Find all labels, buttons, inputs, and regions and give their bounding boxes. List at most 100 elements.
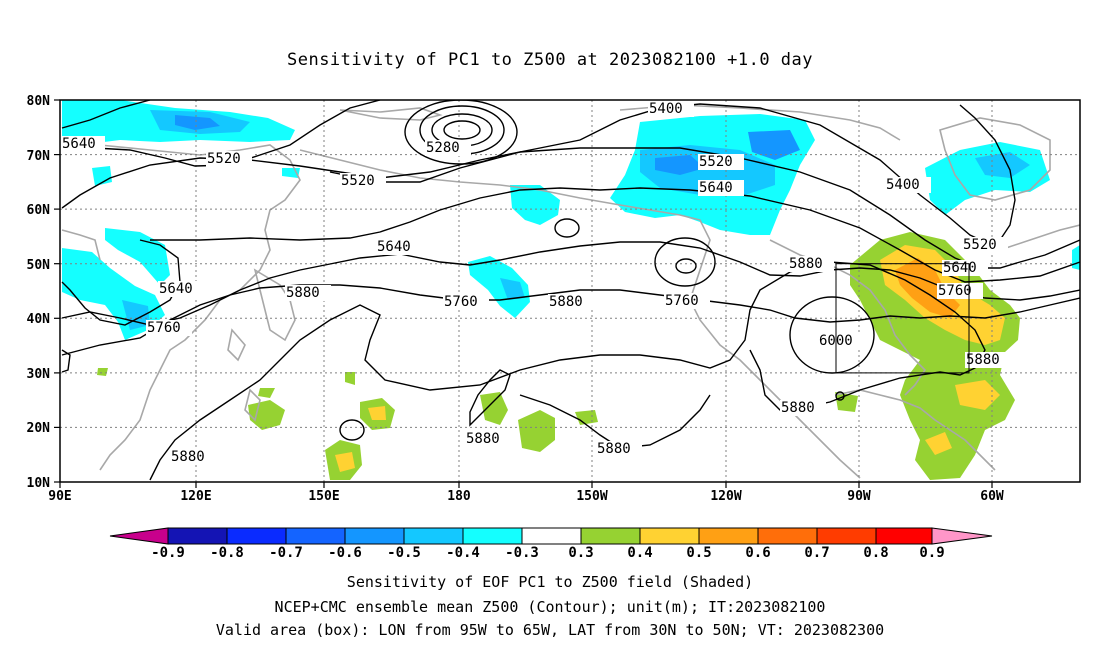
colorbar-label: 0.9: [919, 545, 944, 561]
colorbar-cell: [757, 527, 818, 545]
contour-label: 5640: [699, 180, 733, 196]
shade-green-trop7: [97, 368, 108, 376]
shade-cyan-greenland: [925, 142, 1050, 215]
shade-green-tw: [258, 388, 275, 398]
lat-tick-labels: 80N 70N 60N 50N 40N 30N 20N 10N: [27, 94, 51, 491]
contour-label: 5640: [943, 260, 977, 276]
colorbar-label: -0.6: [328, 545, 362, 561]
colorbar-cell: [698, 527, 759, 545]
lat-tick-label: 50N: [27, 258, 51, 273]
lon-tick-labels: 90E 120E 150E 180 150W 120W 90W 60W: [48, 489, 1004, 504]
contour-label: 5400: [649, 101, 683, 117]
contour-label: 5640: [62, 136, 96, 152]
shade-yellow-gulf: [955, 380, 1000, 410]
shade-cyan-east: [1072, 245, 1080, 270]
contour-label: 5880: [171, 449, 205, 465]
shade-yellow-trop3: [368, 406, 386, 420]
shade-cyan-nw2: [92, 166, 112, 186]
shade-blue-canada1: [655, 155, 705, 175]
colorbar-labels: -0.9 -0.8 -0.7 -0.6 -0.5 -0.4 -0.3 0.3 0…: [151, 545, 945, 561]
lat-tick-label: 30N: [27, 367, 51, 382]
colorbar-label: 0.4: [627, 545, 652, 561]
colorbar-label: -0.9: [151, 545, 185, 561]
footer-line-contour: NCEP+CMC ensemble mean Z500 (Contour); u…: [274, 598, 826, 616]
shade-orange-us: [895, 258, 960, 318]
shade-blue-nw: [175, 115, 220, 130]
colorbar-label: -0.7: [269, 545, 303, 561]
contour-label: 5760: [444, 294, 478, 310]
shade-green-trop5: [518, 410, 555, 452]
colorbar-cell: [639, 527, 700, 545]
shade-cyan-alaska: [510, 185, 560, 225]
lon-tick-label: 150E: [308, 489, 339, 504]
colorbar-label: 0.8: [863, 545, 888, 561]
lat-tick-label: 20N: [27, 421, 51, 436]
lat-tick-label: 80N: [27, 94, 51, 109]
colorbar-low-arrow: [109, 527, 169, 545]
contour-label: 5880: [286, 285, 320, 301]
map-title: Sensitivity of PC1 to Z500 at 2023082100…: [286, 50, 813, 70]
contour-label: 5520: [963, 237, 997, 253]
shade-sky-aleutian: [500, 278, 525, 300]
axis-ticks: [54, 99, 993, 488]
shade-green-trop4: [480, 392, 508, 425]
contour-label: 5760: [938, 283, 972, 299]
contour-label: 5400: [886, 177, 920, 193]
coastlines: [61, 104, 1080, 479]
colorbar-label: -0.5: [387, 545, 421, 561]
colorbar-cell: [580, 527, 641, 545]
colorbar-cell: [167, 527, 228, 545]
contour-label: 5880: [966, 352, 1000, 368]
contour-label: 5880: [549, 294, 583, 310]
shade-cyan-asia-mid: [105, 228, 170, 285]
colorbar-label: -0.4: [446, 545, 480, 561]
contour-label: 5640: [377, 239, 411, 255]
lat-tick-label: 60N: [27, 203, 51, 218]
colorbar-cell: [344, 527, 405, 545]
lon-tick-label: 180: [447, 489, 471, 504]
contour-label: 5640: [159, 281, 193, 297]
contour-label: 5760: [665, 293, 699, 309]
colorbar-cell: [403, 527, 464, 545]
shade-green-phil: [248, 400, 285, 430]
contour-label: 5520: [699, 154, 733, 170]
colorbar-cell: [285, 527, 346, 545]
colorbar-label: -0.3: [505, 545, 539, 561]
colorbar-cell: [226, 527, 287, 545]
colorbar-cell: [875, 527, 933, 545]
lat-tick-label: 70N: [27, 149, 51, 164]
colorbar-label: 0.3: [568, 545, 593, 561]
shade-sky-greenland: [975, 152, 1030, 178]
shade-yellow-trop1: [335, 452, 355, 472]
shade-blue-canada2: [748, 130, 800, 160]
shade-green-trop6: [575, 410, 598, 425]
lon-tick-label: 60W: [980, 489, 1004, 504]
colorbar: [109, 527, 993, 545]
lon-tick-label: 90W: [847, 489, 871, 504]
colorbar-cell: [816, 527, 877, 545]
colorbar-label: 0.6: [745, 545, 770, 561]
contour-label: 5880: [781, 400, 815, 416]
shade-cyan-aleutian: [468, 256, 530, 318]
footer-line-shading: Sensitivity of EOF PC1 to Z500 field (Sh…: [346, 573, 754, 591]
valid-area-box: [835, 263, 970, 374]
contour-label: 5520: [207, 151, 241, 167]
colorbar-high-arrow: [931, 527, 993, 545]
contour-label-group: 5640 5520 5520 5280 5400 5520 5640 5400 …: [61, 101, 1011, 465]
lon-tick-label: 90E: [48, 489, 71, 504]
contour-label: 5880: [597, 441, 631, 457]
contour-label: 5280: [426, 140, 460, 156]
lon-tick-label: 150W: [576, 489, 607, 504]
colorbar-label: 0.5: [686, 545, 711, 561]
contour-label: 5880: [789, 256, 823, 272]
lon-tick-label: 120E: [180, 489, 211, 504]
contour-label: 5520: [341, 173, 375, 189]
lon-tick-label: 120W: [710, 489, 741, 504]
lat-tick-label: 40N: [27, 312, 51, 327]
shade-yellow-carib: [925, 432, 952, 455]
map-frame: [59, 99, 1081, 483]
shade-green-trop2: [345, 372, 355, 385]
colorbar-cell: [462, 527, 523, 545]
colorbar-label: 0.7: [804, 545, 829, 561]
